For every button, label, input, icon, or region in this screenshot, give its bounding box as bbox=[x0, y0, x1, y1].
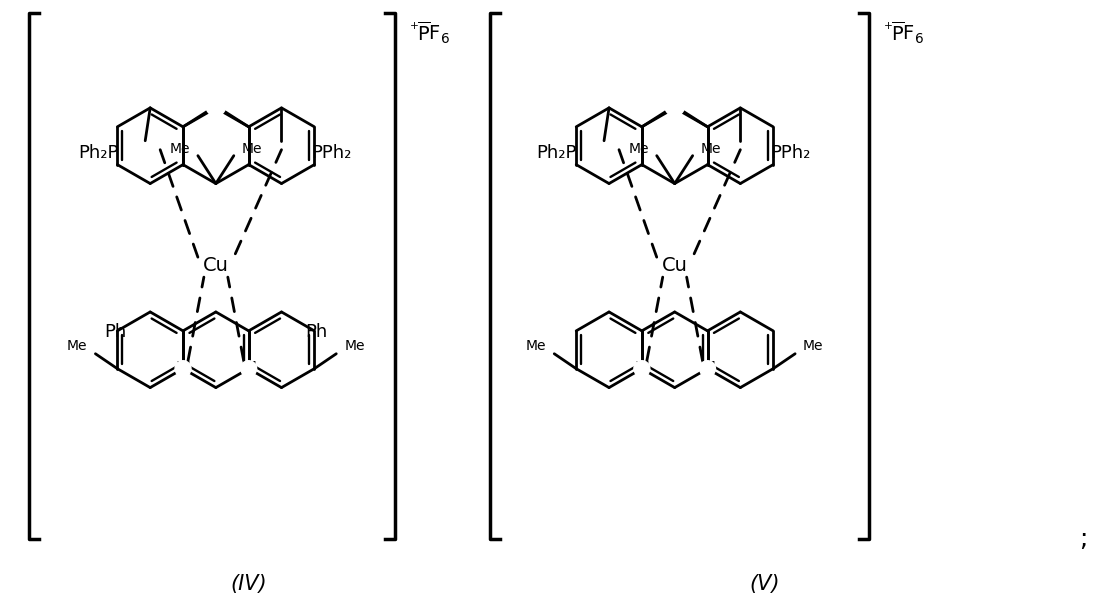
Text: Me: Me bbox=[345, 339, 364, 353]
Text: $^+$: $^+$ bbox=[407, 21, 419, 36]
Circle shape bbox=[175, 361, 190, 377]
Text: Cu: Cu bbox=[662, 256, 688, 275]
Circle shape bbox=[241, 361, 257, 377]
Text: ;: ; bbox=[1079, 527, 1088, 551]
Text: O: O bbox=[210, 98, 221, 113]
Text: PPh₂: PPh₂ bbox=[312, 143, 352, 161]
Text: PPh₂: PPh₂ bbox=[771, 143, 810, 161]
Text: N: N bbox=[634, 359, 650, 377]
Text: Me: Me bbox=[242, 142, 262, 156]
Text: (IV): (IV) bbox=[230, 574, 266, 593]
Text: Me: Me bbox=[629, 142, 648, 156]
Text: Ph: Ph bbox=[105, 323, 127, 341]
Circle shape bbox=[634, 361, 650, 377]
Text: N: N bbox=[175, 359, 190, 377]
Text: N: N bbox=[241, 359, 257, 377]
Text: Me: Me bbox=[67, 339, 87, 353]
Text: $\overline{\mathrm{P}}$F$_6$: $\overline{\mathrm{P}}$F$_6$ bbox=[891, 20, 924, 46]
Text: Me: Me bbox=[526, 339, 546, 353]
Text: $^+$: $^+$ bbox=[881, 21, 893, 36]
Circle shape bbox=[699, 361, 716, 377]
Text: Ph: Ph bbox=[305, 323, 327, 341]
Text: Me: Me bbox=[170, 142, 189, 156]
Text: $\overline{\mathrm{P}}$F$_6$: $\overline{\mathrm{P}}$F$_6$ bbox=[417, 20, 450, 46]
Circle shape bbox=[206, 96, 226, 116]
Text: Me: Me bbox=[700, 142, 721, 156]
Text: Me: Me bbox=[803, 339, 824, 353]
Text: Ph₂P: Ph₂P bbox=[78, 143, 118, 161]
Text: Ph₂P: Ph₂P bbox=[537, 143, 577, 161]
Text: N: N bbox=[700, 359, 715, 377]
Text: (V): (V) bbox=[750, 574, 780, 593]
Text: Cu: Cu bbox=[203, 256, 229, 275]
Circle shape bbox=[665, 96, 685, 116]
Text: O: O bbox=[668, 98, 680, 113]
